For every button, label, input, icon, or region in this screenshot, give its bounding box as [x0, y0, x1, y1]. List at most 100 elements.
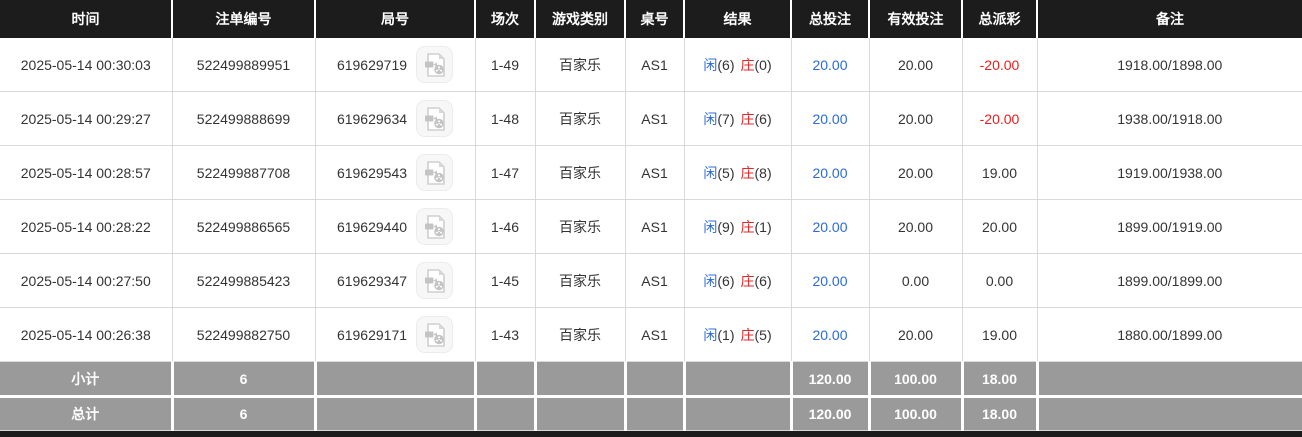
cell-session: 1-45 — [474, 253, 536, 308]
cell-game-type: 百家乐 — [534, 38, 626, 92]
cell-valid-bet: 20.00 — [868, 307, 963, 362]
cell-bet-no: 522499887708 — [171, 145, 316, 200]
cell-remark: 1880.00/1899.00 — [1036, 307, 1302, 362]
banker-label: 庄 — [740, 272, 755, 289]
cell-total-bet: 20.00 — [790, 199, 870, 254]
cell-total-bet: 20.00 — [790, 145, 870, 200]
round-number: 619629171 — [336, 326, 408, 343]
player-score: (9) — [717, 218, 735, 235]
cell-time: 2025-05-14 00:29:27 — [0, 91, 173, 146]
cell-remark: 1918.00/1898.00 — [1036, 38, 1302, 92]
cell-remark: 1899.00/1919.00 — [1036, 199, 1302, 254]
subtotal-payout: 18.00 — [962, 361, 1039, 397]
round-number: 619629719 — [336, 56, 408, 73]
video-file-icon — [424, 52, 445, 77]
cell-result: 闲(1) 庄(5) — [683, 307, 792, 362]
total-label: 总计 — [0, 395, 174, 431]
cell-payout: 0.00 — [961, 253, 1038, 308]
cell-remark: 1919.00/1938.00 — [1036, 145, 1302, 200]
subtotal-row: 小计 6 120.00 100.00 18.00 — [0, 361, 1302, 397]
cell-total-bet: 20.00 — [790, 38, 870, 92]
cell-payout: 19.00 — [961, 145, 1038, 200]
header-time: 时间 — [0, 0, 173, 38]
cell-bet-no: 522499886565 — [171, 199, 316, 254]
banker-score: (0) — [754, 56, 772, 73]
header-bet-no: 注单编号 — [172, 0, 316, 38]
header-session: 场次 — [475, 0, 536, 38]
header-row: 时间 注单编号 局号 场次 游戏类别 桌号 结果 总投注 有效投注 总派彩 备注 — [0, 0, 1302, 38]
cell-round-no: 619629543 — [314, 145, 476, 200]
cell-payout: 20.00 — [961, 199, 1038, 254]
banker-label: 庄 — [740, 110, 755, 127]
player-score: (1) — [717, 326, 735, 343]
subtotal-count: 6 — [172, 361, 317, 397]
cell-result: 闲(7) 庄(6) — [683, 91, 792, 146]
banker-label: 庄 — [740, 56, 755, 73]
cell-table-no: AS1 — [624, 199, 685, 254]
subtotal-empty — [315, 361, 477, 397]
cell-payout: -20.00 — [961, 91, 1038, 146]
total-payout: 18.00 — [962, 395, 1039, 431]
cell-game-type: 百家乐 — [534, 145, 626, 200]
header-round-no: 局号 — [315, 0, 476, 38]
video-file-icon — [424, 106, 445, 131]
header-payout: 总派彩 — [962, 0, 1038, 38]
cell-bet-no: 522499885423 — [171, 253, 316, 308]
total-count: 6 — [172, 395, 317, 431]
table-row: 2025-05-14 00:27:50 522499885423 6196293… — [0, 253, 1302, 308]
cell-round-no: 619629347 — [314, 253, 476, 308]
video-file-icon — [424, 214, 445, 239]
cell-session: 1-49 — [474, 38, 536, 92]
cell-result: 闲(9) 庄(1) — [683, 199, 792, 254]
cell-round-no: 619629719 — [314, 38, 476, 92]
cell-session: 1-43 — [474, 307, 536, 362]
cell-valid-bet: 0.00 — [868, 253, 963, 308]
header-total-bet: 总投注 — [791, 0, 870, 38]
cell-valid-bet: 20.00 — [868, 91, 963, 146]
cell-time: 2025-05-14 00:28:22 — [0, 199, 173, 254]
banker-score: (6) — [754, 272, 772, 289]
cell-round-no: 619629634 — [314, 91, 476, 146]
player-score: (5) — [717, 164, 735, 181]
video-replay-button[interactable] — [416, 154, 454, 191]
bottom-divider-bar — [0, 431, 1302, 437]
total-empty — [684, 395, 793, 431]
cell-table-no: AS1 — [624, 145, 685, 200]
table-row: 2025-05-14 00:28:57 522499887708 6196295… — [0, 145, 1302, 200]
total-empty — [1037, 395, 1302, 431]
cell-table-no: AS1 — [624, 38, 685, 92]
player-label: 闲 — [703, 164, 718, 181]
subtotal-empty — [1037, 361, 1302, 397]
video-replay-button[interactable] — [416, 208, 454, 245]
header-game-type: 游戏类别 — [535, 0, 626, 38]
cell-round-no: 619629440 — [314, 199, 476, 254]
video-replay-button[interactable] — [416, 316, 454, 353]
cell-total-bet: 20.00 — [790, 91, 870, 146]
header-table-no: 桌号 — [625, 0, 685, 38]
cell-session: 1-46 — [474, 199, 536, 254]
round-number: 619629440 — [336, 218, 408, 235]
table-row: 2025-05-14 00:26:38 522499882750 6196291… — [0, 307, 1302, 362]
total-empty — [475, 395, 537, 431]
cell-time: 2025-05-14 00:30:03 — [0, 38, 173, 92]
subtotal-empty — [475, 361, 537, 397]
cell-game-type: 百家乐 — [534, 307, 626, 362]
cell-time: 2025-05-14 00:28:57 — [0, 145, 173, 200]
round-number: 619629543 — [336, 164, 408, 181]
subtotal-empty — [535, 361, 627, 397]
subtotal-label: 小计 — [0, 361, 174, 397]
cell-result: 闲(6) 庄(6) — [683, 253, 792, 308]
video-replay-button[interactable] — [416, 100, 454, 137]
cell-valid-bet: 20.00 — [868, 38, 963, 92]
table-row: 2025-05-14 00:29:27 522499888699 6196296… — [0, 91, 1302, 146]
header-valid-bet: 有效投注 — [869, 0, 963, 38]
total-valid-bet: 100.00 — [869, 395, 964, 431]
video-replay-button[interactable] — [416, 46, 454, 83]
cell-time: 2025-05-14 00:26:38 — [0, 307, 173, 362]
round-number: 619629634 — [336, 110, 408, 127]
player-label: 闲 — [703, 272, 718, 289]
video-replay-button[interactable] — [416, 262, 454, 299]
cell-result: 闲(5) 庄(8) — [683, 145, 792, 200]
